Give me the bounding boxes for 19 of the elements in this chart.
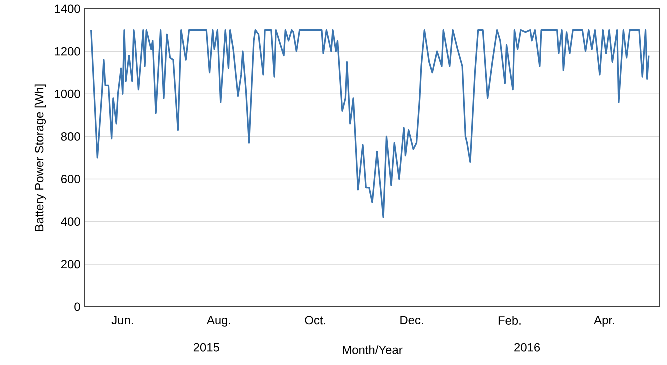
y-tick-label: 600 xyxy=(61,175,80,184)
line-series xyxy=(90,29,650,218)
y-tick-label: 200 xyxy=(61,260,80,269)
x-tick-label: Apr. xyxy=(594,316,614,327)
x-tick-label: Dec. xyxy=(400,316,424,325)
x2-tick-label: 2015 xyxy=(194,343,220,352)
y-axis-title: Battery Power Storage [Wh] xyxy=(34,84,46,232)
x2-tick-label: 2016 xyxy=(514,343,540,352)
y-tick-label: 1000 xyxy=(55,90,80,98)
y-tick-label: 0 xyxy=(74,302,80,312)
y-tick-label: 800 xyxy=(61,132,80,141)
x-tick-label: Feb. xyxy=(498,316,521,325)
x-tick-label: Aug. xyxy=(206,316,230,327)
y-tick-label: 400 xyxy=(61,218,80,226)
x-tick-label: Jun. xyxy=(112,316,134,325)
y-tick-label: 1400 xyxy=(55,4,80,14)
x-tick-label: Oct. xyxy=(305,316,326,325)
y-tick-label: 1200 xyxy=(55,47,80,56)
x-axis-title: Month/Year xyxy=(343,346,403,354)
